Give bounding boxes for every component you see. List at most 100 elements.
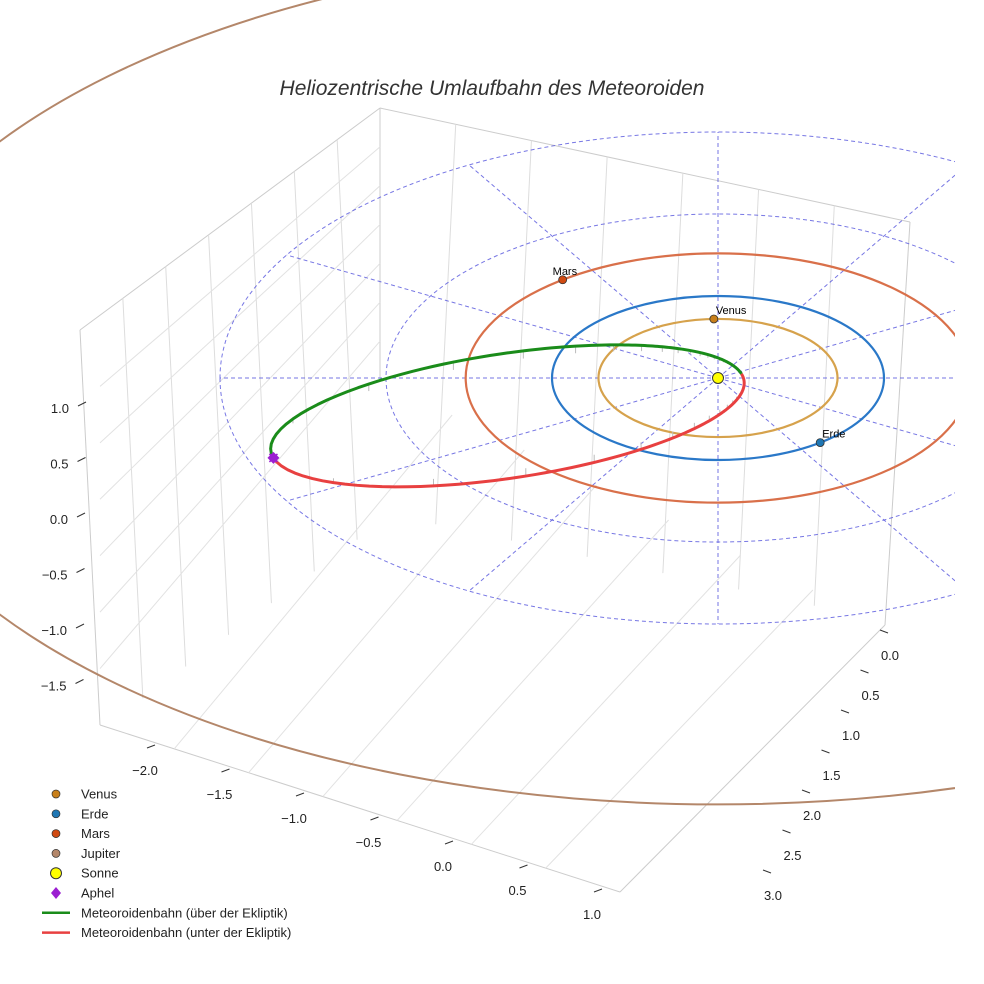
axes-box-edge	[99, 724, 621, 893]
grid-line	[510, 140, 532, 541]
legend-label: Meteoroidenbahn (über der Ekliptik)	[81, 905, 288, 920]
meteoroid-orbit-above	[269, 343, 743, 459]
grid-line	[293, 171, 315, 572]
legend: Venus Erde Mars Jupiter Sonne Aphel Meteoroide…	[42, 787, 291, 940]
legend-item: Venus	[51, 787, 118, 802]
ecliptic-spoke	[286, 377, 719, 502]
z-axis-tick-label: −0.5	[42, 568, 68, 583]
y-axis-tick	[821, 749, 830, 754]
planet-label-erde: Erde	[822, 429, 845, 441]
x-axis-tick	[370, 816, 379, 821]
grid-line	[99, 263, 381, 557]
x-axis-tick	[295, 792, 305, 797]
legend-circle-marker	[51, 849, 61, 858]
legend-item: Erde	[51, 806, 108, 821]
grid-line	[545, 589, 814, 869]
grid-line	[122, 298, 144, 699]
grid-line	[99, 146, 381, 387]
y-axis-tick-label: 2.0	[803, 808, 821, 823]
z-axis-tick	[77, 457, 86, 462]
planet-mars	[558, 275, 568, 285]
z-axis-tick-label: −1.0	[41, 623, 67, 638]
z-axis-tick	[77, 401, 87, 407]
grid-line	[322, 484, 597, 797]
ecliptic-spoke	[717, 377, 955, 447]
ecliptic-spoke	[717, 174, 955, 379]
y-axis-tick	[840, 709, 850, 714]
x-axis-tick-label: 0.5	[508, 883, 526, 898]
x-axis-tick	[221, 768, 230, 773]
orbit-erde	[550, 294, 886, 462]
legend-diamond-marker	[51, 887, 61, 899]
markers: Venus Erde Mars	[267, 266, 845, 464]
y-axis-tick	[782, 829, 791, 834]
y-axis-tick-label: 1.5	[822, 768, 840, 783]
legend-label: Mars	[81, 826, 110, 841]
legend-item: Meteoroidenbahn (über der Ekliptik)	[42, 905, 288, 920]
z-axis-tick	[76, 568, 85, 573]
grid-line	[738, 189, 760, 590]
ecliptic-spoke	[286, 254, 719, 379]
grid-line	[471, 554, 742, 845]
axes-box-edge	[619, 624, 886, 893]
z-axis-tick	[75, 679, 84, 684]
orbit-mars	[464, 252, 955, 504]
planet-label-venus: Venus	[716, 305, 747, 317]
legend-label: Sonne	[81, 866, 119, 881]
planet-orbits	[0, 0, 955, 806]
grid-line	[99, 340, 381, 669]
legend-label: Aphel	[81, 886, 114, 901]
grid-line	[208, 234, 230, 635]
meteoroid-orbit-below	[272, 372, 746, 489]
x-axis-tick	[146, 744, 156, 749]
aphel-projection-mark	[268, 453, 278, 463]
ecliptic-spoke	[717, 377, 955, 582]
x-axis-tick-label: 1.0	[583, 907, 601, 922]
grid-line	[99, 185, 381, 444]
axes-box-edge	[79, 329, 101, 726]
z-axis-tick-label: 1.0	[51, 401, 69, 416]
axes-box-edge	[884, 221, 911, 626]
legend-circle-marker	[51, 829, 61, 838]
z-axis-tick-label: −1.5	[41, 679, 67, 694]
orbit-jupiter	[0, 0, 955, 806]
planet-erde	[815, 438, 825, 448]
grid-line	[586, 156, 608, 557]
y-axis-tick-label: 3.0	[764, 888, 782, 903]
chart-title: Heliozentrische Umlaufbahn des Meteoroid…	[280, 77, 705, 100]
x-axis-tick	[593, 888, 603, 893]
ecliptic-spoke	[717, 309, 955, 379]
legend-item: Sonne	[50, 866, 119, 881]
ecliptic-ring	[219, 131, 955, 625]
y-axis-tick	[879, 629, 889, 634]
grid-line	[99, 301, 381, 613]
ecliptic-grid	[219, 131, 955, 625]
meteoroid-orbit	[269, 343, 746, 489]
y-axis-tick	[762, 869, 772, 874]
legend-item: Jupiter	[51, 846, 121, 861]
x-axis-tick-label: −0.5	[356, 835, 382, 850]
grid-line	[435, 124, 457, 525]
grid-line	[248, 449, 525, 774]
x-axis-tick-label: −1.0	[281, 811, 307, 826]
x-axis-tick-label: −1.5	[207, 787, 233, 802]
z-axis-tick	[76, 512, 86, 518]
legend-item: Meteoroidenbahn (unter der Ekliptik)	[42, 925, 291, 940]
z-axis-tick-label: 0.5	[50, 457, 68, 472]
ecliptic-spoke	[468, 164, 719, 379]
legend-circle-marker	[51, 809, 61, 819]
axes-box-edge	[79, 107, 381, 331]
grid-line	[250, 203, 272, 604]
orbit-venus	[597, 317, 839, 439]
x-axis-tick-label: −2.0	[132, 763, 158, 778]
y-axis-tick-label: 2.5	[783, 848, 801, 863]
legend-label: Erde	[81, 806, 108, 821]
y-axis-tick	[860, 669, 869, 674]
legend-item: Aphel	[51, 886, 114, 901]
y-axis-tick-label: 0.0	[881, 648, 899, 663]
grid-line	[99, 224, 381, 500]
z-axis-tick-label: 0.0	[50, 512, 68, 527]
legend-label: Meteoroidenbahn (unter der Ekliptik)	[81, 925, 291, 940]
sun	[712, 372, 724, 384]
y-axis-tick	[801, 789, 811, 794]
